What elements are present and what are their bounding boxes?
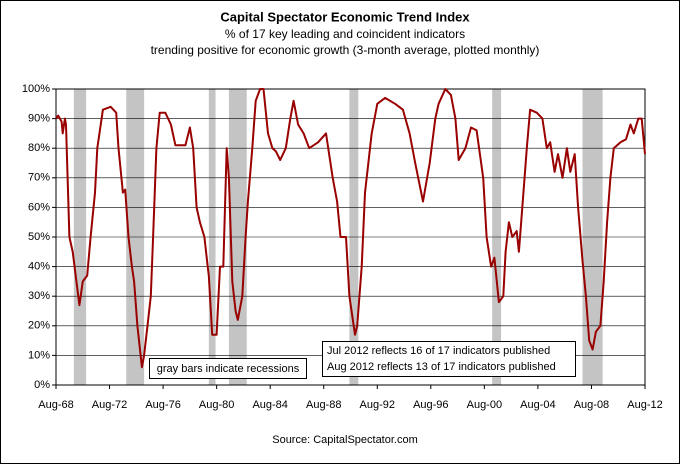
x-tick-label: Aug-80 — [199, 399, 234, 411]
annotation: Jul 2012 reflects 16 of 17 indicators pu… — [327, 345, 550, 357]
annotation: gray bars indicate recessions — [157, 363, 300, 375]
y-tick-label: 10% — [28, 349, 50, 361]
x-tick-label: Aug-92 — [360, 399, 395, 411]
x-tick-label: Aug-00 — [467, 399, 502, 411]
plot: 0% 10% 20% 30% 40% 50% 60% 70% 80% 90% 100% Aug-68 A… — [22, 83, 663, 411]
x-tick-label: Aug-76 — [145, 399, 180, 411]
y-tick-label: 70% — [28, 172, 50, 184]
x-tick-label: Aug-12 — [627, 399, 662, 411]
annotation: Aug 2012 reflects 13 of 17 indicators pu… — [327, 361, 556, 373]
x-tick-label: Aug-96 — [413, 399, 448, 411]
plot-border — [55, 88, 646, 386]
y-tick-label: 30% — [28, 290, 50, 302]
chart-title: Capital Spectator Economic Trend Index — [220, 9, 470, 24]
annotation-box — [149, 358, 307, 379]
annotations: gray bars indicate recessions Jul 2012 r… — [149, 341, 576, 379]
y-tick-label: 100% — [22, 83, 50, 95]
line-series — [55, 88, 646, 369]
y-tick-label: 50% — [28, 231, 50, 243]
annotation-box — [322, 341, 576, 377]
x-tick-label: Aug-68 — [38, 399, 73, 411]
chart-subtitle: % of 17 key leading and coincident indic… — [225, 27, 465, 41]
x-tick-label: Aug-72 — [92, 399, 127, 411]
y-tick-label: 40% — [28, 261, 50, 273]
x-tick-label: Aug-04 — [520, 399, 555, 411]
chart-subtitle: trending positive for economic growth (3… — [151, 43, 540, 57]
y-tick-label: 80% — [28, 142, 50, 154]
y-tick-label: 60% — [28, 201, 50, 213]
y-tick-label: 90% — [28, 113, 50, 125]
y-tick-label: 0% — [34, 379, 50, 391]
x-tick-label: Aug-84 — [252, 399, 287, 411]
x-tick-label: Aug-08 — [574, 399, 609, 411]
source: Source: CapitalSpectator.com — [272, 434, 418, 446]
x-tick-label: Aug-88 — [306, 399, 341, 411]
y-tick-label: 20% — [28, 320, 50, 332]
